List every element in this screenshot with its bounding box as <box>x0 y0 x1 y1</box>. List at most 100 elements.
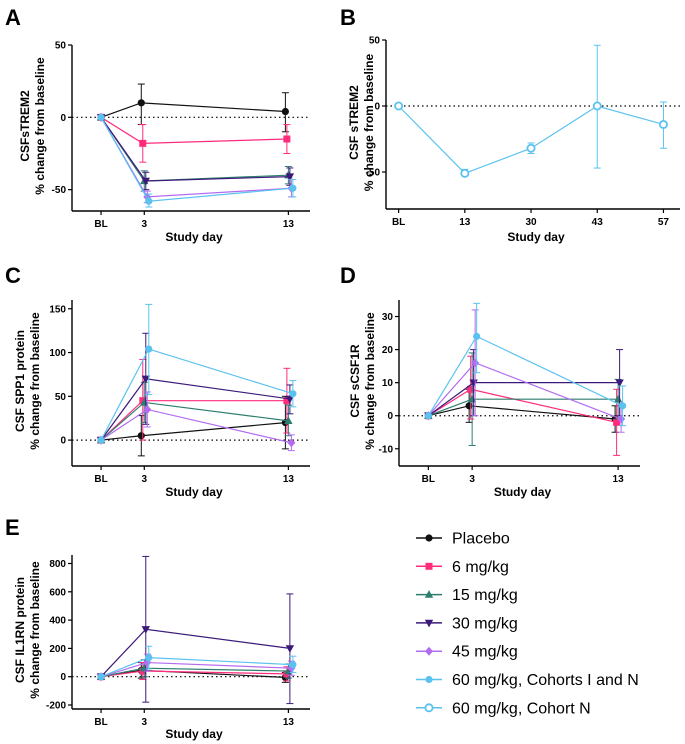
x-tick-label: 57 <box>658 217 670 228</box>
y-axis-title: CSF IL1RN protein% change from baseline <box>13 561 42 699</box>
x-axis-title: Study day <box>165 230 223 244</box>
x-tick-label: BL <box>422 474 435 485</box>
legend-label: 6 mg/kg <box>452 559 509 576</box>
y-tick-label: 800 <box>49 559 66 570</box>
legend-marker-icon <box>425 675 433 684</box>
panel-c: C 0 50 100 150 BL 3 13 Study day CSF SPP1 protein… <box>5 263 310 499</box>
data-point <box>613 394 623 403</box>
data-point <box>289 390 297 398</box>
y-axis-title-line2: % change from baseline <box>28 561 42 699</box>
legend-item-45-mg-kg: 45 mg/kg <box>416 644 518 661</box>
panel-label: C <box>5 263 21 288</box>
legend-label: 60 mg/kg, Cohorts I and N <box>452 672 639 689</box>
data-point <box>143 404 152 414</box>
legend-item-30-mg-kg: 30 mg/kg <box>416 615 518 632</box>
series-30-mg-kg <box>96 114 295 191</box>
series-60-mg-kg-cohorts-i-and-n <box>424 302 627 427</box>
y-tick-label: 50 <box>369 36 381 47</box>
data-point <box>613 418 621 426</box>
y-tick-label: 100 <box>49 348 66 359</box>
x-axis-title: Study day <box>507 230 565 244</box>
series-60-mg-kg-cohorts-i-and-n <box>97 113 297 208</box>
y-tick-label: 0 <box>60 436 66 447</box>
x-tick-label: BL <box>94 219 107 230</box>
data-point <box>281 107 289 116</box>
x-tick-label: BL <box>94 474 107 485</box>
x-tick-label: 3 <box>142 717 148 728</box>
data-point <box>285 173 295 182</box>
data-point <box>141 375 150 384</box>
data-point <box>140 397 149 406</box>
y-axis-title-line1: CSF sCSF1R <box>348 344 362 418</box>
data-point <box>658 119 668 129</box>
y-tick-label: 150 <box>49 304 66 315</box>
panel-label: E <box>5 515 20 540</box>
y-axis-title-line1: CSF SPP1 protein <box>13 330 27 432</box>
series-30-mg-kg <box>96 332 295 445</box>
series-15-mg-kg <box>96 381 293 444</box>
y-tick-label: 50 <box>55 41 67 52</box>
series-line <box>398 105 664 175</box>
y-tick-label: 30 <box>382 312 394 323</box>
data-point <box>467 394 477 403</box>
x-tick-label: BL <box>94 717 107 728</box>
y-tick-label: 0 <box>387 411 393 422</box>
y-axis-title: CSF sTREM2% change from baseline <box>347 53 376 191</box>
x-tick-label: 30 <box>525 217 537 228</box>
x-axis-title: Study day <box>165 727 223 741</box>
x-axis-title: Study day <box>494 485 552 499</box>
panel-b: B -50 0 50 BL 13 30 43 57 Study day CSF sTREM2% ch… <box>340 5 680 244</box>
data-point <box>526 143 536 153</box>
panel-a: A -50 0 50 BL 3 13 Study day CSFsTREM2% change f… <box>5 5 310 244</box>
series-30-mg-kg <box>96 555 295 705</box>
data-point <box>283 135 291 143</box>
y-axis-title: CSF sCSF1R% change from baseline <box>348 312 377 450</box>
series-line <box>100 116 290 182</box>
y-axis-title-line1: CSFsTREM2 <box>18 90 32 162</box>
panel-label: A <box>5 5 21 30</box>
legend-marker-icon <box>425 534 433 542</box>
series-45-mg-kg <box>424 309 626 433</box>
legend-item-60-mg-kg-cohorts-i-and-n: 60 mg/kg, Cohorts I and N <box>416 672 639 689</box>
y-axis-title: CSF SPP1 protein% change from baseline <box>13 312 42 450</box>
data-point <box>460 168 470 178</box>
data-point <box>467 385 475 393</box>
legend-label: 60 mg/kg, Cohort N <box>452 700 591 717</box>
legend-marker-icon <box>424 619 434 628</box>
data-point <box>615 379 624 388</box>
data-point <box>139 139 147 147</box>
y-axis-title-line2: % change from baseline <box>28 312 42 450</box>
legend-item-6-mg-kg: 6 mg/kg <box>416 559 509 576</box>
data-point <box>140 663 149 672</box>
y-axis-title: CSFsTREM2% change from baseline <box>18 57 47 195</box>
legend-item-60-mg-kg-cohort-n: 60 mg/kg, Cohort N <box>416 700 591 717</box>
data-point <box>97 673 105 681</box>
x-tick-label: BL <box>392 217 405 228</box>
y-axis-title-line2: % change from baseline <box>33 57 47 195</box>
data-point <box>284 416 293 425</box>
y-axis-title-line1: CSF IL1RN protein <box>13 577 27 683</box>
panel-label: B <box>340 5 356 30</box>
data-point <box>137 432 145 440</box>
panel-label: D <box>340 263 356 288</box>
y-tick-label: 0 <box>60 113 66 124</box>
y-tick-label: 10 <box>382 378 394 389</box>
y-tick-label: 0 <box>374 102 380 113</box>
data-point <box>285 645 295 653</box>
legend-label: Placebo <box>452 531 510 548</box>
legend-label: 15 mg/kg <box>452 587 518 604</box>
data-point <box>145 345 153 353</box>
panel-e: E -200 0 200 400 600 800 BL 3 13 Study day CSF IL1R… <box>5 515 310 741</box>
series-line <box>100 421 286 441</box>
x-tick-label: 3 <box>142 219 148 230</box>
data-point <box>141 177 150 186</box>
series-line <box>427 335 623 417</box>
series-60-mg-kg-cohorts-i-and-n <box>97 303 297 444</box>
data-point <box>473 332 481 340</box>
y-tick-label: -200 <box>46 701 66 712</box>
x-tick-label: 43 <box>592 217 604 228</box>
y-axis-title-line2: % change from baseline <box>363 312 377 450</box>
y-tick-label: 400 <box>49 616 66 627</box>
data-point <box>283 397 291 405</box>
y-tick-label: 600 <box>49 587 66 598</box>
